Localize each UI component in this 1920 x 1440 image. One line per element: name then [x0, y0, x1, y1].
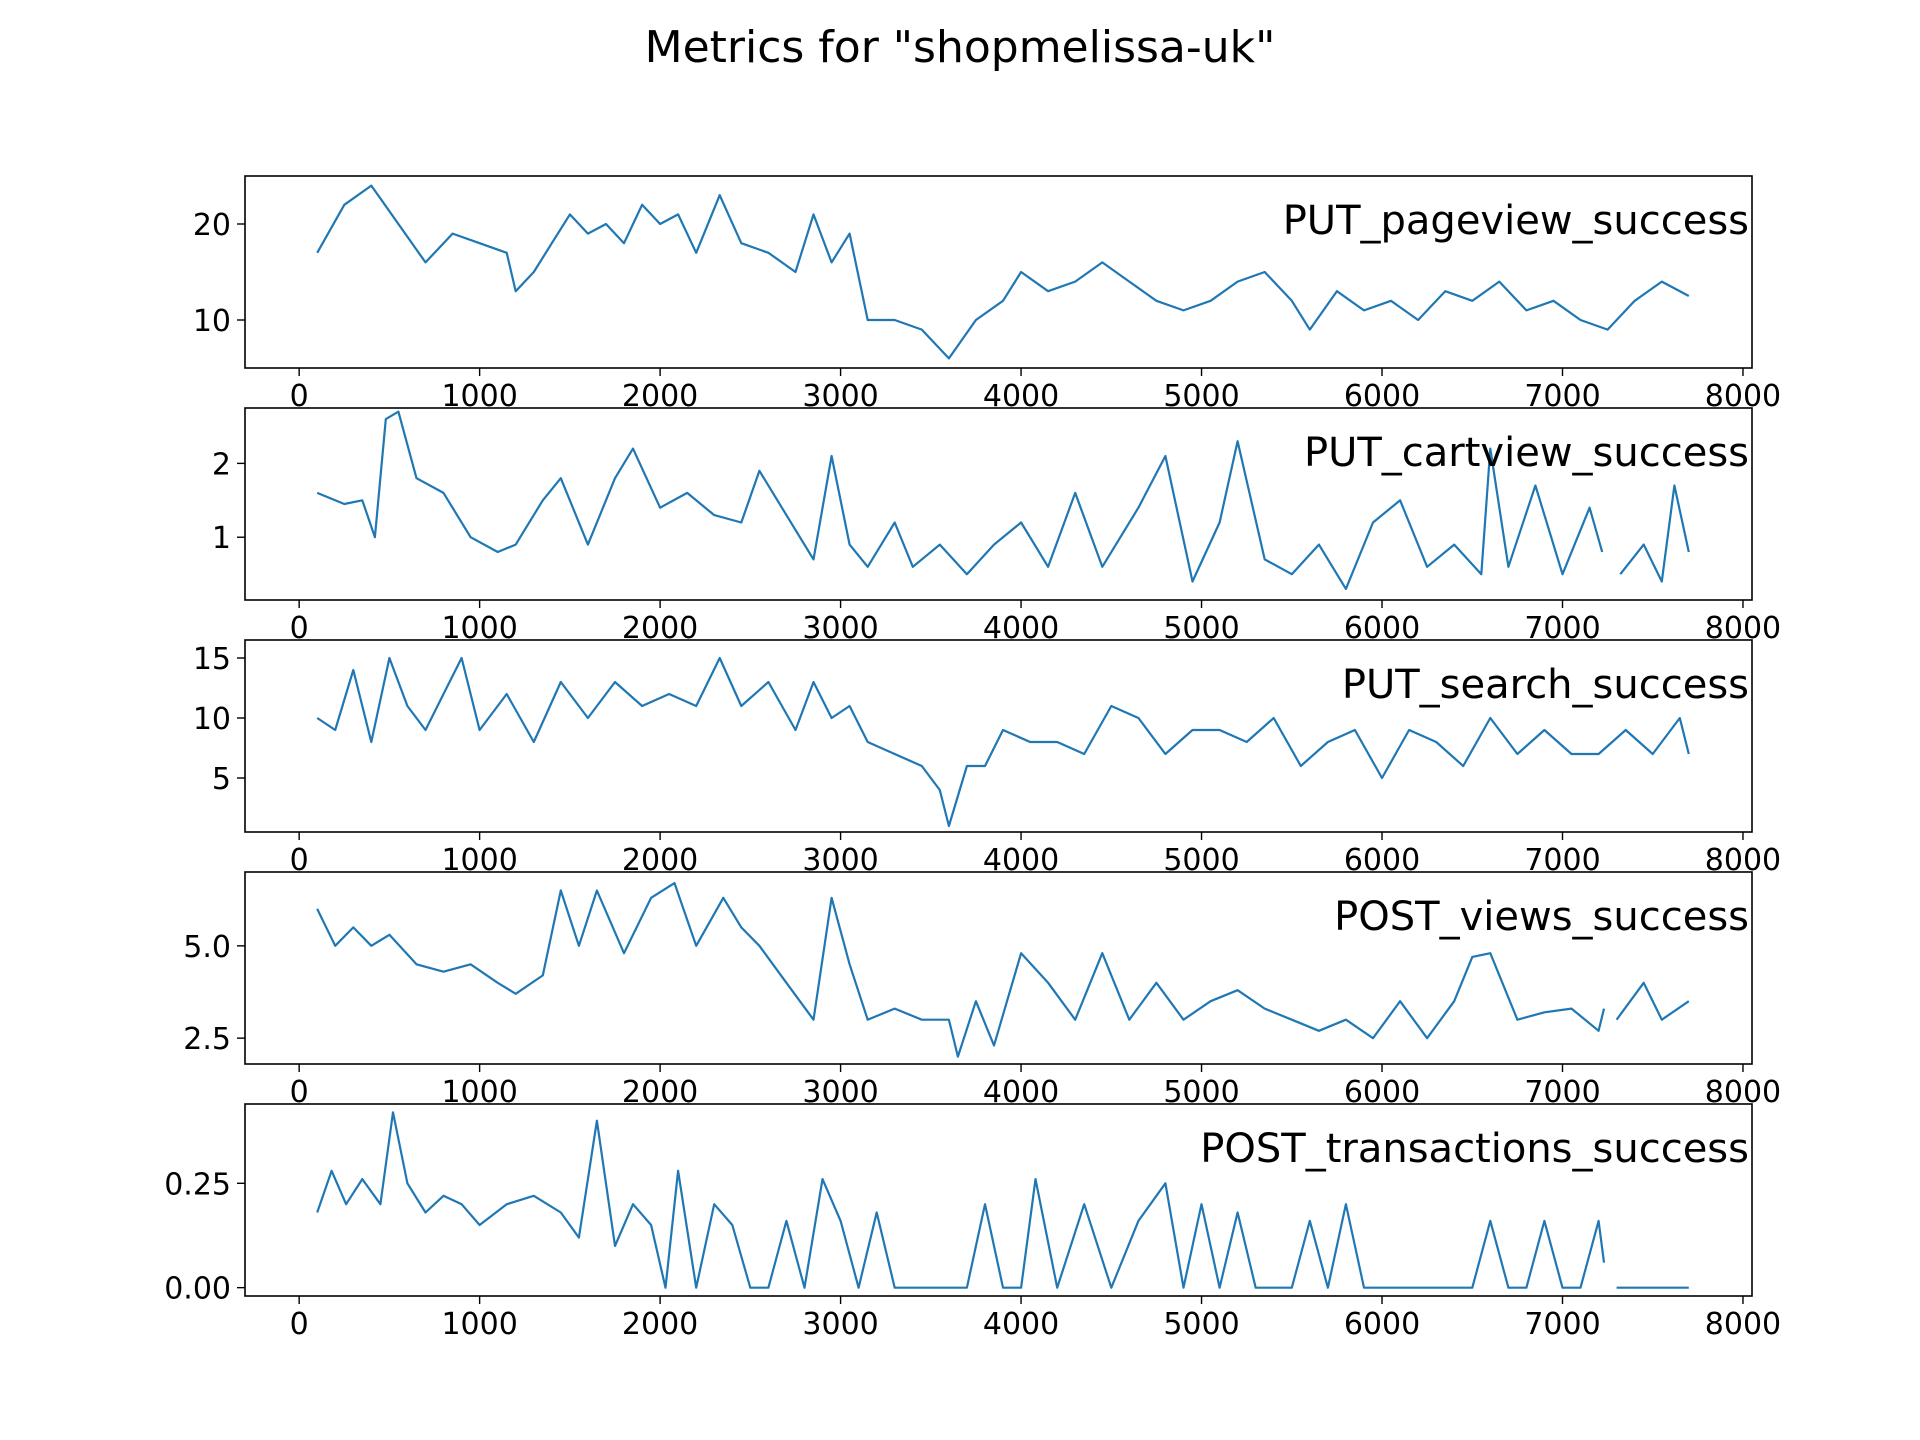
series-line-put-pageview-success-0	[316, 184, 1690, 360]
x-tick-label: 0	[290, 1075, 309, 1110]
y-tick-label: 10	[193, 702, 231, 737]
subplot-title: PUT_pageview_success	[1283, 198, 1749, 244]
axes-frame	[244, 175, 1753, 369]
series-line-post-views-success-0	[316, 881, 1606, 1058]
x-tick-label: 5000	[1163, 1307, 1239, 1342]
x-tick-label: 8000	[1705, 1307, 1781, 1342]
x-tick-label: 0	[290, 1307, 309, 1342]
subplot-post-transactions-success: 0 1000 2000 3000 4000 5000 6000 7000 8000 0.00 0.2…	[164, 1103, 1781, 1342]
y-tick-label: 0.00	[164, 1272, 231, 1307]
axes-frame	[244, 1103, 1753, 1297]
series-line-put-cartview-success-1	[1619, 484, 1690, 583]
axes-frame	[244, 871, 1753, 1065]
y-tick-label: 2.5	[183, 1022, 231, 1057]
x-tick-label: 3000	[802, 1307, 878, 1342]
y-tick-label: 5	[212, 762, 231, 797]
y-tick-label: 1	[212, 521, 231, 556]
y-tick-label: 15	[193, 642, 231, 677]
axes-frame	[244, 407, 1753, 601]
y-tick-label: 5.0	[183, 930, 231, 965]
x-tick-label: 0	[290, 379, 309, 414]
y-tick-label: 0.25	[164, 1167, 231, 1202]
series-line-put-search-success-0	[316, 656, 1690, 828]
subplot-title: POST_transactions_success	[1200, 1126, 1749, 1172]
series-line-post-transactions-success-0	[316, 1111, 1606, 1289]
subplot-title: POST_views_success	[1334, 894, 1749, 940]
axes-frame	[244, 639, 1753, 833]
subplot-put-search-success: 0 1000 2000 3000 4000 5000 6000 7000 800051015PU…	[193, 639, 1781, 878]
subplot-post-views-success: 0 1000 2000 3000 4000 5000 6000 7000 80002.55.0P…	[183, 871, 1781, 1110]
subplot-title: PUT_cartview_success	[1304, 430, 1749, 476]
x-tick-label: 6000	[1344, 1307, 1420, 1342]
y-tick-label: 2	[212, 447, 231, 482]
x-tick-label: 2000	[622, 1307, 698, 1342]
y-tick-label: 20	[193, 208, 231, 243]
x-tick-label: 1000	[441, 1307, 517, 1342]
x-tick-label: 0	[290, 843, 309, 878]
series-line-put-cartview-success-0	[316, 410, 1604, 591]
x-tick-label: 0	[290, 611, 309, 646]
y-tick-label: 10	[193, 304, 231, 339]
x-tick-label: 4000	[983, 1307, 1059, 1342]
x-tick-label: 7000	[1524, 1307, 1600, 1342]
series-line-post-views-success-1	[1615, 981, 1690, 1021]
subplot-title: PUT_search_success	[1342, 662, 1749, 708]
figure-title: Metrics for "shopmelissa-uk"	[644, 22, 1276, 73]
